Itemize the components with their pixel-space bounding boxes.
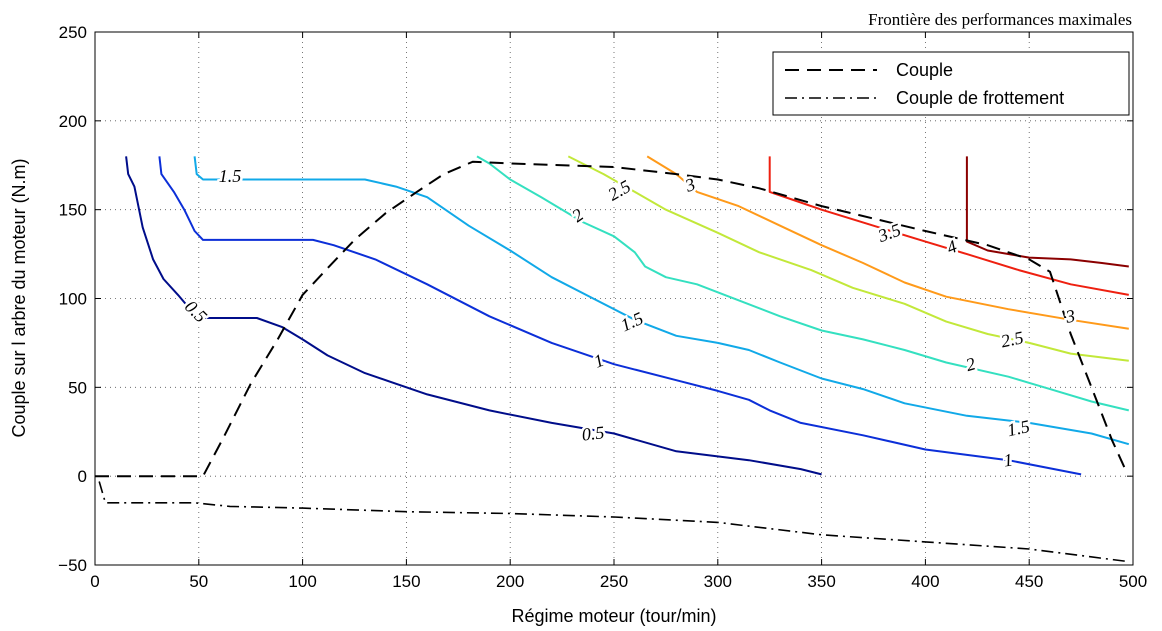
contour-label-0.5: 0.5 — [181, 296, 211, 326]
contour-line-2.5 — [567, 155, 1129, 362]
series-line-couple-de-frottement — [98, 481, 1127, 563]
contour-line-0.5 — [125, 156, 822, 476]
y-axis-label: Couple sur l arbre du moteur (N.m) — [9, 158, 29, 437]
x-tick-label: 200 — [496, 572, 524, 591]
contour-label-2.5: 2.5 — [605, 176, 634, 205]
contour-label-1.5: 1.5 — [219, 166, 242, 186]
y-tick-label: −50 — [58, 556, 87, 575]
contour-label-4: 4 — [944, 236, 960, 258]
contour-line-2 — [476, 155, 1130, 412]
x-tick-label: 0 — [90, 572, 99, 591]
legend-box — [772, 51, 1130, 116]
x-tick-label: 100 — [288, 572, 316, 591]
plot-layer — [95, 155, 1130, 563]
contour-line-4 — [965, 156, 1129, 268]
x-tick-label: 150 — [392, 572, 420, 591]
legend-label-couple: Couple — [896, 60, 953, 80]
x-tick-label: 300 — [704, 572, 732, 591]
y-tick-label: 250 — [59, 23, 87, 42]
legend: Couple Couple de frottement — [772, 51, 1130, 116]
contour-line-3 — [646, 155, 1129, 330]
x-tick-label: 250 — [600, 572, 628, 591]
contour-line-1.5 — [193, 156, 1130, 446]
contour-label-0.5: 0.5 — [581, 422, 605, 444]
y-tick-label: 150 — [59, 201, 87, 220]
contour-label-2: 2 — [568, 204, 587, 226]
contour-line-3.5 — [768, 156, 1129, 296]
tick-layer: 0 50 100 150 200 250 300 350 400 450 500−500501001… — [58, 23, 1147, 591]
x-tick-label: 450 — [1015, 572, 1043, 591]
x-tick-label: 500 — [1119, 572, 1147, 591]
contour-label-2.5: 2.5 — [999, 327, 1025, 351]
contour-label-3.5: 3.5 — [875, 220, 904, 247]
contour-label-3: 3 — [1063, 306, 1076, 327]
x-tick-label: 350 — [807, 572, 835, 591]
series-line-couple — [95, 160, 1128, 478]
legend-label-couple-de-frottement: Couple de frottement — [896, 88, 1064, 108]
y-tick-label: 200 — [59, 112, 87, 131]
y-tick-label: 100 — [59, 290, 87, 309]
chart-annotation: Frontière des performances maximales — [868, 10, 1132, 29]
contour-label-2: 2 — [963, 353, 977, 375]
contour-label-1: 1 — [1002, 450, 1014, 471]
contour-line-1 — [158, 156, 1082, 476]
x-tick-label: 400 — [911, 572, 939, 591]
y-tick-label: 0 — [78, 467, 87, 486]
x-tick-label: 50 — [189, 572, 208, 591]
contour-label-1.5: 1.5 — [1005, 416, 1031, 440]
y-tick-label: 50 — [68, 378, 87, 397]
x-axis-label: Régime moteur (tour/min) — [511, 606, 716, 626]
